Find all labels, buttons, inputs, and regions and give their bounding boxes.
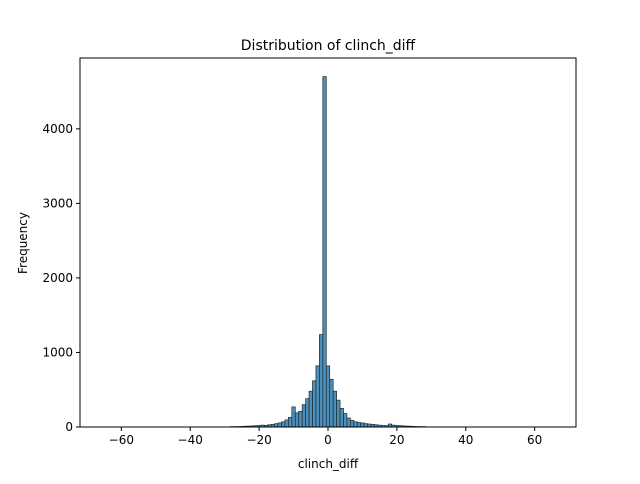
histogram-bar bbox=[337, 400, 340, 427]
x-axis: −60 −40 −20 0 20 40 60 bbox=[109, 427, 543, 447]
histogram-bar bbox=[340, 408, 343, 427]
y-tick-label: 3000 bbox=[42, 196, 73, 210]
histogram-bar bbox=[285, 420, 288, 427]
y-tick-label: 4000 bbox=[42, 122, 73, 136]
bars-group bbox=[230, 77, 426, 427]
histogram-bar bbox=[330, 379, 333, 427]
histogram-bar bbox=[313, 381, 316, 427]
histogram-bar bbox=[323, 77, 326, 427]
histogram-bar bbox=[299, 411, 302, 427]
histogram-bar bbox=[292, 407, 295, 427]
histogram-bar bbox=[302, 405, 305, 427]
histogram-bar bbox=[275, 424, 278, 427]
histogram-bar bbox=[326, 366, 329, 427]
histogram-bar bbox=[354, 422, 357, 427]
x-tick-label: 40 bbox=[458, 433, 473, 447]
x-tick-label: 60 bbox=[527, 433, 542, 447]
y-axis-label: Frequency bbox=[16, 212, 30, 274]
x-tick-label: −60 bbox=[109, 433, 134, 447]
histogram-bar bbox=[361, 423, 364, 427]
y-axis: 0 1000 2000 3000 4000 bbox=[42, 122, 80, 434]
histogram-bar bbox=[350, 420, 353, 427]
x-tick-label: −20 bbox=[246, 433, 271, 447]
histogram-bar bbox=[278, 423, 281, 427]
histogram-bar bbox=[306, 399, 309, 427]
histogram-bar bbox=[319, 335, 322, 427]
histogram-bar bbox=[364, 424, 367, 427]
x-tick-label: 0 bbox=[324, 433, 332, 447]
y-tick-label: 0 bbox=[65, 420, 73, 434]
y-tick-label: 1000 bbox=[42, 345, 73, 359]
histogram-bar bbox=[333, 391, 336, 427]
histogram-bar bbox=[309, 391, 312, 427]
x-tick-label: 20 bbox=[389, 433, 404, 447]
histogram-bar bbox=[357, 423, 360, 427]
histogram-bar bbox=[288, 417, 291, 427]
x-axis-label: clinch_diff bbox=[298, 457, 359, 471]
histogram-bar bbox=[295, 413, 298, 427]
histogram-bar bbox=[316, 366, 319, 427]
chart-title: Distribution of clinch_diff bbox=[241, 38, 416, 54]
y-tick-label: 2000 bbox=[42, 271, 73, 285]
histogram-bar bbox=[282, 422, 285, 427]
histogram-bar bbox=[347, 418, 350, 427]
x-tick-label: −40 bbox=[178, 433, 203, 447]
histogram-bar bbox=[344, 414, 347, 427]
